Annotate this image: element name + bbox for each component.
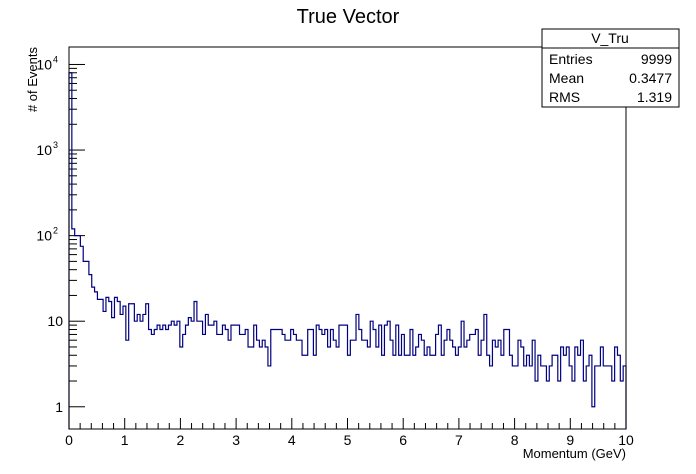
x-tick-label: 4 (288, 432, 296, 448)
x-tick-label: 10 (618, 432, 634, 448)
x-tick-label: 7 (455, 432, 463, 448)
x-tick-label: 6 (399, 432, 407, 448)
x-tick-label: 3 (232, 432, 240, 448)
x-axis-label: Momentum (GeV) (523, 446, 626, 461)
stats-entries-value: 9999 (641, 51, 672, 67)
x-tick-label: 5 (344, 432, 352, 448)
y-axis-label: # of Events (25, 47, 40, 113)
y-tick-label: 10 (36, 142, 52, 158)
chart-title: True Vector (297, 6, 400, 28)
y-tick-exponent: 2 (53, 226, 58, 236)
x-axis: 0 1 2 3 4 5 6 7 8 9 10 (65, 418, 634, 448)
stats-rms-value: 1.319 (637, 89, 672, 105)
histogram-line (68, 72, 627, 429)
x-tick-label: 2 (177, 432, 185, 448)
y-tick-label: 10 (36, 56, 52, 72)
x-tick-label: 8 (511, 432, 519, 448)
y-tick-label: 10 (47, 313, 63, 329)
y-tick-label: 10 (36, 228, 52, 244)
plot-frame (68, 46, 627, 430)
y-tick-label: 1 (55, 399, 63, 415)
stats-rms-label: RMS (549, 89, 580, 105)
x-tick-label: 9 (566, 432, 574, 448)
x-tick-label: 0 (65, 432, 73, 448)
stats-mean-label: Mean (549, 70, 584, 86)
stats-box-title: V_Tru (591, 30, 629, 46)
stats-entries-label: Entries (549, 51, 593, 67)
stats-box: V_Tru Entries 9999 Mean 0.3477 RMS 1.319 (541, 28, 680, 108)
y-tick-exponent: 3 (53, 140, 58, 150)
x-tick-label: 1 (121, 432, 129, 448)
stats-mean-value: 0.3477 (629, 70, 672, 86)
y-tick-exponent: 4 (53, 54, 58, 64)
